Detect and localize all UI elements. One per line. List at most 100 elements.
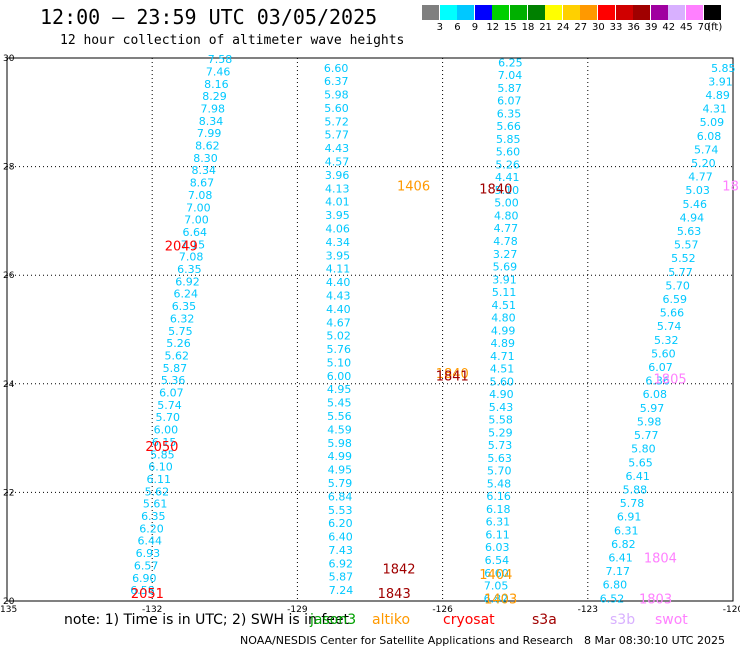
credit-text: NOAA/NESDIS Center for Satellite Applica…	[240, 634, 574, 647]
wave-height-point: 4.77	[688, 171, 713, 184]
wave-height-point: 5.98	[637, 415, 662, 428]
wave-height-point: 6.40	[328, 531, 353, 544]
wave-height-point: 4.43	[326, 289, 351, 302]
wave-height-point: 6.82	[611, 538, 636, 551]
wave-height-point: 5.20	[691, 157, 716, 170]
pass-label: 2050	[145, 440, 178, 455]
y-tick-label: 28	[3, 163, 15, 173]
wave-height-point: 7.00	[186, 201, 211, 214]
wave-height-point: 5.97	[640, 402, 665, 415]
wave-height-point: 6.36	[645, 375, 670, 388]
legend-swatch	[457, 5, 475, 20]
wave-height-point: 5.63	[487, 452, 512, 465]
timestamp-text: 8 Mar 08:30:10 UTC 2025	[584, 634, 725, 647]
wave-height-point: 4.11	[326, 263, 351, 276]
wave-height-point: 7.04	[498, 69, 523, 82]
wave-height-point: 6.54	[485, 554, 510, 567]
wave-height-point: 4.59	[327, 423, 352, 436]
legend-swatch	[633, 5, 651, 20]
wave-height-point: 5.70	[487, 465, 512, 478]
wave-height-point: 4.89	[705, 89, 730, 102]
wave-height-point: 6.11	[146, 473, 171, 486]
legend-label: 39	[644, 22, 658, 33]
wave-height-point: 4.67	[326, 316, 351, 329]
legend-label: 3	[436, 22, 443, 33]
wave-height-point: 4.06	[325, 223, 350, 236]
wave-height-point: 5.61	[143, 498, 168, 511]
pass-label: 1842	[382, 562, 415, 577]
wave-height-point: 5.29	[488, 426, 513, 439]
wave-height-point: 4.80	[494, 209, 519, 222]
satellite-label: s3a	[532, 612, 557, 628]
wave-height-point: 5.52	[671, 252, 696, 265]
wave-height-point: 5.78	[620, 497, 645, 510]
y-tick-label: 20	[3, 597, 15, 607]
wave-height-point: 5.87	[329, 571, 354, 584]
wave-height-point: 4.41	[495, 171, 520, 184]
wave-height-point: 7.05	[484, 580, 509, 593]
wave-height-point: 3.91	[492, 273, 517, 286]
wave-height-point: 4.89	[491, 337, 516, 350]
wave-height-point: 5.70	[665, 279, 690, 292]
chart-title: 12:00 — 23:59 UTC 03/05/2025	[40, 5, 378, 29]
wave-height-point: 5.43	[489, 401, 514, 414]
wave-height-point: 6.41	[608, 551, 633, 564]
pass-label: 1841	[436, 370, 469, 385]
wave-height-point: 5.74	[157, 399, 182, 412]
wave-height-point: 6.90	[132, 572, 157, 585]
legend-swatch	[598, 5, 615, 20]
wave-height-point: 5.60	[324, 102, 349, 115]
wave-height-point: 5.73	[488, 439, 513, 452]
wave-height-point: 7.17	[605, 565, 630, 578]
wave-height-point: 6.07	[648, 361, 673, 374]
wave-height-point: 8.29	[202, 90, 227, 103]
legend-swatch	[422, 5, 439, 20]
legend-label: 42	[662, 22, 676, 33]
wave-height-point: 5.77	[668, 266, 693, 279]
wave-height-point: 6.92	[328, 557, 353, 570]
legend-swatch	[527, 5, 545, 20]
pass-label: 1406	[397, 180, 430, 195]
wave-height-point: 4.57	[325, 156, 350, 169]
legend-swatch	[668, 5, 686, 20]
wave-height-point: 5.80	[631, 443, 656, 456]
wave-height-point: 5.36	[161, 374, 186, 387]
legend-swatch	[439, 5, 457, 20]
wave-height-point: 6.37	[324, 75, 349, 88]
satellite-label: s3b	[610, 612, 636, 628]
wave-height-point: 5.85	[496, 133, 521, 146]
wave-height-point: 5.26	[495, 158, 520, 171]
legend-swatch	[686, 5, 703, 20]
wave-height-point: 5.46	[683, 198, 708, 211]
wave-height-point: 8.62	[195, 140, 220, 153]
pass-label: 1803	[639, 592, 672, 607]
wave-height-point: 8.34	[199, 115, 224, 128]
wave-height-point: 4.77	[494, 222, 519, 235]
wave-height-point: 8.34	[192, 164, 217, 177]
y-tick-label: 30	[3, 54, 15, 64]
wave-height-point: 5.66	[660, 307, 685, 320]
pass-label: 1805	[654, 372, 687, 387]
chart-subtitle: 12 hour collection of altimeter wave hei…	[60, 33, 405, 48]
pass-label: 2049	[165, 239, 198, 254]
wave-height-point: 5.03	[685, 184, 710, 197]
wave-height-point: 6.11	[485, 528, 510, 541]
wave-height-point: 5.69	[493, 261, 518, 274]
wave-height-point: 5.65	[628, 456, 653, 469]
wave-height-point: 4.99	[491, 324, 516, 337]
wave-height-point: 6.35	[177, 263, 202, 276]
wave-height-point: 5.87	[497, 82, 522, 95]
pass-label: 1843	[378, 587, 411, 602]
wave-height-point: 4.40	[326, 276, 351, 289]
wave-height-point: 6.82	[484, 592, 509, 605]
wave-height-point: 6.20	[139, 522, 164, 535]
wave-height-point: 5.66	[496, 120, 521, 133]
wave-height-point: 6.59	[663, 293, 688, 306]
x-tick-label: -129	[287, 605, 308, 615]
wave-height-point: 3.96	[325, 169, 350, 182]
wave-height-point: 6.31	[614, 524, 639, 537]
wave-height-point: 4.99	[327, 450, 352, 463]
wave-height-point: 7.58	[208, 53, 233, 66]
wave-height-point: 6.35	[172, 300, 197, 313]
wave-height-point: 4.51	[490, 363, 515, 376]
